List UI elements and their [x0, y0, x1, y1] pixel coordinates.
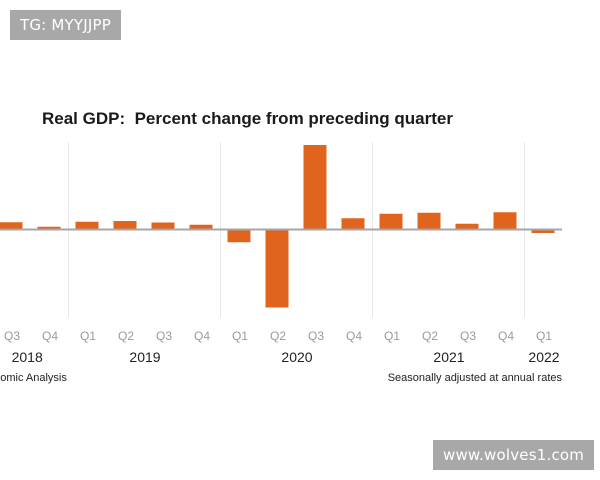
quarter-tick-label: Q2 — [270, 329, 286, 343]
bar-2021Q2 — [417, 212, 441, 230]
bar-2021Q4 — [493, 212, 517, 230]
watermark-top: TG: MYYJJPP — [10, 10, 122, 40]
quarter-tick-label: Q3 — [308, 329, 324, 343]
quarter-tick-label: Q4 — [194, 329, 210, 343]
year-label-2019: 2019 — [129, 349, 160, 365]
bar-2019Q1 — [75, 221, 99, 230]
bar-2020Q4 — [341, 218, 365, 230]
quarter-tick-label: Q4 — [42, 329, 58, 343]
bar-2020Q2 — [265, 229, 289, 308]
bar-2018Q4 — [37, 226, 61, 230]
bar-2020Q1 — [227, 229, 251, 243]
bar-2021Q3 — [455, 223, 479, 230]
quarter-tick-label: Q2 — [118, 329, 134, 343]
quarter-tick-label: Q4 — [498, 329, 514, 343]
bar-2018Q3 — [0, 222, 23, 230]
quarter-tick-label: Q1 — [384, 329, 400, 343]
year-label-2022: 2022 — [528, 349, 559, 365]
bar-2021Q1 — [379, 213, 403, 230]
seasonal-adjustment-note: Seasonally adjusted at annual rates — [387, 372, 562, 384]
year-labels: 2018 2019 2020 2021 2022 — [12, 349, 560, 365]
source-note: onomic Analysis — [0, 372, 67, 384]
year-label-2018: 2018 — [12, 349, 43, 365]
year-label-2021: 2021 — [433, 349, 464, 365]
quarter-tick-labels: Q3 Q4 Q1 Q2 Q3 Q4 Q1 Q2 Q3 Q4 Q1 Q2 Q3 Q4 Q1 — [4, 329, 552, 343]
year-label-2020: 2020 — [281, 349, 312, 365]
watermark-bottom: www.wolves1.com — [433, 440, 595, 470]
quarter-tick-label: Q1 — [536, 329, 552, 343]
quarter-tick-label: Q3 — [156, 329, 172, 343]
quarter-tick-label: Q1 — [80, 329, 96, 343]
quarter-tick-label: Q3 — [460, 329, 476, 343]
bar-2020Q3 — [303, 145, 327, 230]
bar-2019Q4 — [189, 224, 213, 230]
quarter-tick-label: Q4 — [346, 329, 362, 343]
quarter-tick-label: Q3 — [4, 329, 20, 343]
bar-2019Q2 — [113, 221, 137, 230]
bars — [0, 145, 555, 308]
bar-2019Q3 — [151, 222, 175, 230]
quarter-tick-label: Q2 — [422, 329, 438, 343]
quarter-tick-label: Q1 — [232, 329, 248, 343]
bar-2022Q1 — [531, 229, 555, 233]
chart-title: Real GDP: Percent change from preceding … — [42, 109, 453, 128]
